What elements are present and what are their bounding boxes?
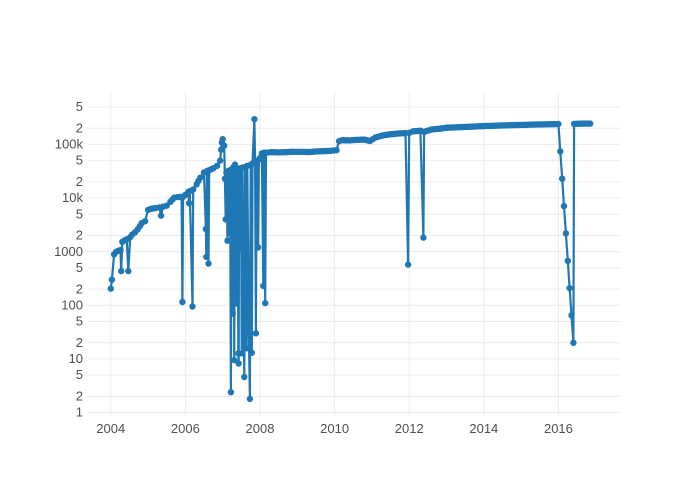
- series-marker: [221, 175, 229, 182]
- y-tick-label: 2: [76, 281, 83, 296]
- x-tick-label: 2008: [246, 421, 275, 436]
- series-marker: [197, 174, 204, 181]
- series-marker: [118, 267, 125, 275]
- series-marker: [404, 261, 412, 268]
- y-tick-label: 100: [61, 297, 83, 312]
- series-marker: [235, 360, 242, 367]
- series-marker: [141, 218, 149, 225]
- y-tick-label: 2: [76, 335, 83, 350]
- series-marker: [189, 303, 196, 310]
- series-marker: [555, 120, 562, 128]
- series-marker: [245, 325, 252, 332]
- x-tick-label: 2006: [171, 421, 200, 436]
- series-marker: [562, 230, 570, 237]
- gridlines: [88, 92, 620, 415]
- series-marker: [230, 225, 238, 232]
- series-marker: [190, 186, 197, 193]
- series-marker: [222, 216, 229, 223]
- series-marker: [564, 257, 571, 264]
- series-marker: [185, 200, 193, 207]
- series-marker: [219, 136, 226, 143]
- series-marker: [205, 260, 212, 267]
- x-tick-label: 2012: [395, 421, 424, 436]
- series-marker: [226, 230, 233, 237]
- series-marker: [333, 147, 340, 154]
- y-tick-label: 2: [76, 174, 83, 189]
- series-marker: [260, 282, 267, 290]
- series-marker: [240, 310, 247, 317]
- y-tick-label: 5: [76, 153, 83, 168]
- series-marker: [232, 300, 240, 307]
- series-marker: [254, 244, 262, 251]
- series-marker: [227, 389, 235, 396]
- y-tick-label: 2: [76, 228, 83, 243]
- series-marker: [213, 162, 221, 169]
- series-marker: [566, 284, 573, 292]
- y-tick-label: 5: [76, 314, 83, 329]
- series-marker: [251, 116, 258, 123]
- series-marker: [248, 349, 255, 356]
- series-marker: [231, 356, 238, 364]
- series-marker: [243, 345, 250, 352]
- series-marker: [241, 373, 248, 381]
- series-marker: [568, 312, 575, 319]
- y-tick-label: 10: [69, 351, 83, 366]
- y-tick-label: 5: [76, 260, 83, 275]
- y-tick-label: 1000: [54, 244, 83, 259]
- series-marker: [179, 298, 186, 306]
- series-marker: [246, 395, 254, 403]
- series-trace: [107, 116, 594, 403]
- series-marker: [570, 339, 577, 346]
- series-marker: [107, 285, 115, 292]
- series-marker: [125, 267, 132, 275]
- y-tick-label: 100k: [55, 137, 84, 152]
- y-tick-label: 5: [76, 367, 83, 382]
- series-marker: [229, 199, 236, 206]
- series-marker: [203, 253, 210, 261]
- series-marker: [237, 246, 244, 253]
- x-tick-label: 2010: [320, 421, 349, 436]
- series-marker: [420, 234, 427, 241]
- series-marker: [230, 246, 238, 253]
- series-marker: [587, 120, 594, 127]
- series-marker: [559, 175, 566, 182]
- series-marker: [157, 212, 165, 219]
- y-tick-label: 2: [76, 120, 83, 135]
- x-tick-label: 2016: [544, 421, 573, 436]
- series-marker: [224, 237, 231, 244]
- series-marker: [221, 142, 228, 149]
- y-tick-label: 5: [76, 99, 83, 114]
- series-marker: [234, 229, 242, 236]
- x-tick-label: 2004: [96, 421, 125, 436]
- y-tick-label: 2: [76, 389, 83, 404]
- series-marker: [238, 350, 245, 357]
- y-tick-label: 10k: [62, 190, 83, 205]
- series-marker: [202, 225, 210, 233]
- series-marker: [262, 299, 269, 307]
- y-tick-label: 5: [76, 206, 83, 221]
- series-marker: [108, 276, 116, 283]
- series-marker: [560, 202, 568, 210]
- y-tick-label: 1: [76, 405, 83, 420]
- series-marker: [216, 157, 224, 164]
- series-marker: [557, 148, 564, 155]
- series-marker: [117, 246, 124, 254]
- series-marker: [252, 330, 260, 337]
- series-marker: [229, 310, 236, 317]
- x-tick-label: 2014: [469, 421, 498, 436]
